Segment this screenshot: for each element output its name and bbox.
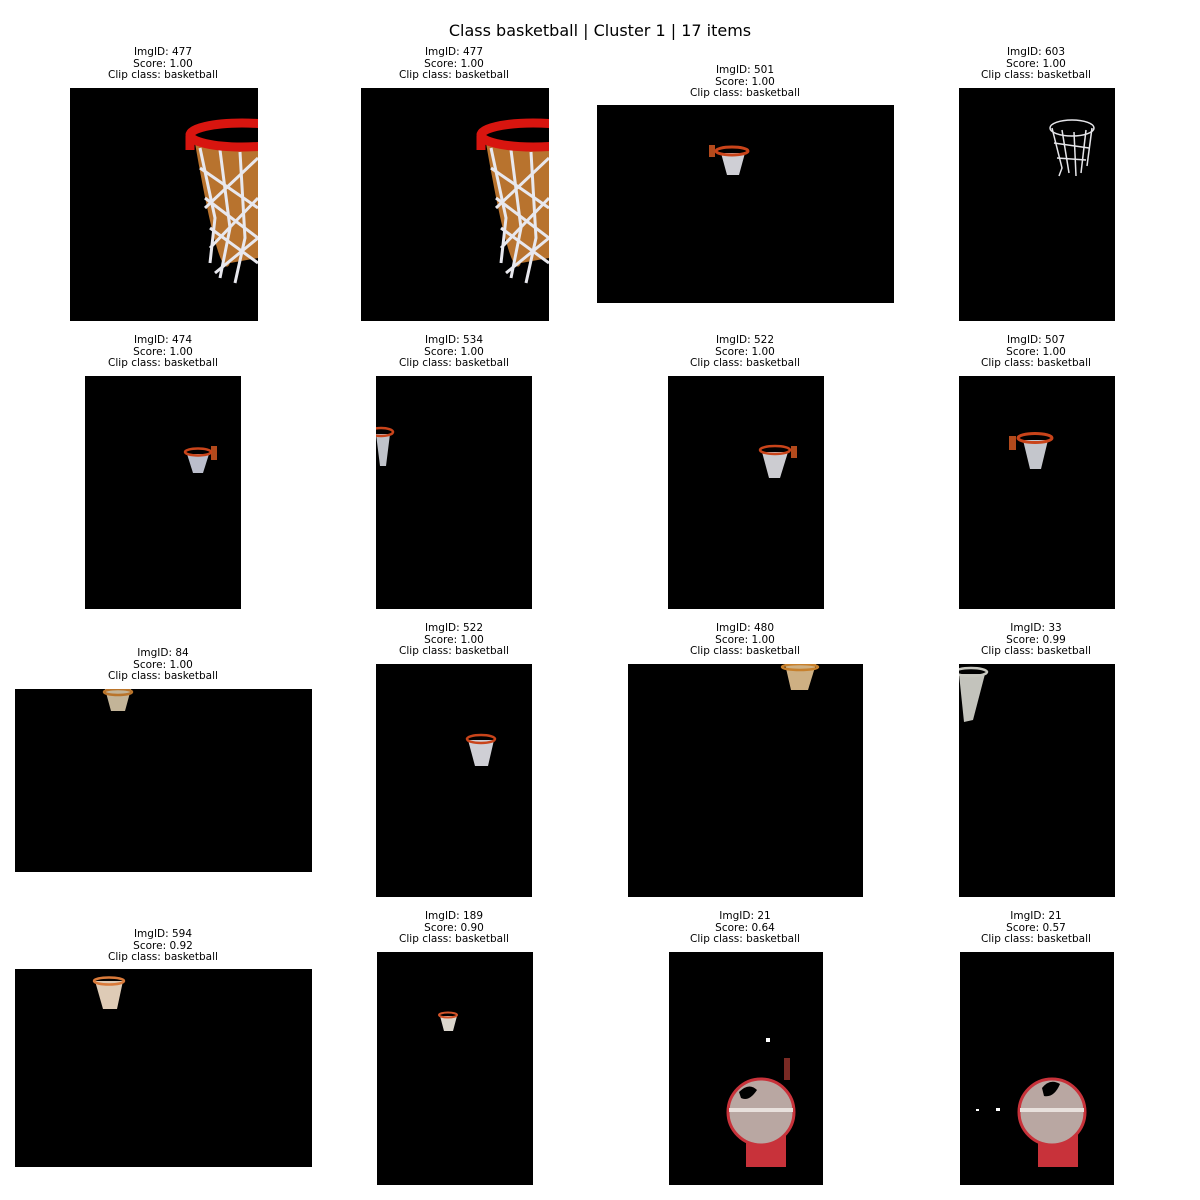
score-label: Score: 1.00: [1006, 345, 1066, 358]
img-id-label: ImgID: 477: [424, 46, 484, 58]
thumbnail-image[interactable]: [376, 376, 532, 609]
score-label: Score: 1.00: [715, 75, 775, 88]
cell-caption: ImgID: 33 Score: 0.99 Clip class: basket…: [886, 622, 1186, 658]
hoop-icon: [758, 444, 797, 478]
hoop-icon: [959, 666, 989, 722]
clip-class-label: Clip class: basketball: [981, 933, 1091, 945]
thumbnail-image[interactable]: [597, 105, 894, 303]
img-id-label: ImgID: 21: [1010, 910, 1062, 922]
cell-caption: ImgID: 189 Score: 0.90 Clip class: baske…: [304, 910, 604, 946]
cell-caption: ImgID: 480 Score: 1.00 Clip class: baske…: [595, 622, 895, 658]
score-label: Score: 0.99: [1006, 633, 1066, 646]
img-id-label: ImgID: 594: [133, 928, 193, 940]
thumbnail-image[interactable]: [668, 376, 824, 609]
score-label: Score: 1.00: [424, 633, 484, 646]
clip-class-label: Clip class: basketball: [981, 69, 1091, 81]
thumbnail-image[interactable]: [85, 376, 241, 609]
thumbnail-image[interactable]: [15, 969, 312, 1167]
thumbnail-image[interactable]: [960, 952, 1114, 1185]
thumbnail-image[interactable]: [628, 664, 863, 897]
clip-class-label: Clip class: basketball: [108, 670, 218, 682]
clip-class-label: Clip class: basketball: [399, 69, 509, 81]
score-label: Score: 1.00: [133, 658, 193, 671]
clip-class-label: Clip class: basketball: [399, 357, 509, 369]
hoop-icon: [376, 426, 395, 466]
hoop-icon: [183, 446, 217, 473]
cell-caption: ImgID: 603 Score: 1.00 Clip class: baske…: [886, 46, 1186, 82]
img-id-label: ImgID: 522: [424, 622, 484, 634]
hoop-icon: [780, 664, 820, 690]
clip-class-label: Clip class: basketball: [690, 357, 800, 369]
cell-caption: ImgID: 477 Score: 1.00 Clip class: baske…: [13, 46, 313, 82]
img-id-label: ImgID: 480: [715, 622, 775, 634]
img-id-label: ImgID: 522: [715, 334, 775, 346]
score-label: Score: 1.00: [715, 345, 775, 358]
score-label: Score: 0.57: [1006, 921, 1066, 934]
score-label: Score: 0.64: [715, 921, 775, 934]
img-id-label: ImgID: 474: [133, 334, 193, 346]
img-id-label: ImgID: 21: [719, 910, 771, 922]
cell-caption: ImgID: 21 Score: 0.64 Clip class: basket…: [595, 910, 895, 946]
cell-caption: ImgID: 522 Score: 1.00 Clip class: baske…: [595, 334, 895, 370]
img-id-label: ImgID: 603: [1006, 46, 1066, 58]
clip-class-label: Clip class: basketball: [399, 645, 509, 657]
thumbnail-image[interactable]: [669, 952, 823, 1185]
clip-class-label: Clip class: basketball: [981, 357, 1091, 369]
cell-caption: ImgID: 507 Score: 1.00 Clip class: baske…: [886, 334, 1186, 370]
img-id-label: ImgID: 501: [715, 64, 775, 76]
score-label: Score: 0.90: [424, 921, 484, 934]
score-label: Score: 1.00: [133, 57, 193, 70]
clip-class-label: Clip class: basketball: [690, 87, 800, 99]
clip-class-label: Clip class: basketball: [399, 933, 509, 945]
img-id-label: ImgID: 84: [137, 647, 189, 659]
cell-caption: ImgID: 477 Score: 1.00 Clip class: baske…: [304, 46, 604, 82]
clip-class-label: Clip class: basketball: [981, 645, 1091, 657]
score-label: Score: 0.92: [133, 939, 193, 952]
img-id-label: ImgID: 507: [1006, 334, 1066, 346]
cell-caption: ImgID: 474 Score: 1.00 Clip class: baske…: [13, 334, 313, 370]
hoop-icon: [102, 689, 134, 711]
hoop-icon: [92, 976, 126, 1009]
thumbnail-image[interactable]: [376, 664, 532, 897]
clip-class-label: Clip class: basketball: [690, 645, 800, 657]
thumbnail-image[interactable]: [959, 88, 1115, 321]
hoop-closeup-icon: [476, 118, 549, 284]
thumbnail-image[interactable]: [959, 664, 1115, 897]
clip-class-label: Clip class: basketball: [108, 357, 218, 369]
cell-caption: ImgID: 534 Score: 1.00 Clip class: baske…: [304, 334, 604, 370]
cell-caption: ImgID: 84 Score: 1.00 Clip class: basket…: [13, 647, 313, 683]
img-id-label: ImgID: 534: [424, 334, 484, 346]
clip-class-label: Clip class: basketball: [108, 69, 218, 81]
cell-caption: ImgID: 594 Score: 0.92 Clip class: baske…: [13, 928, 313, 964]
clip-class-label: Clip class: basketball: [108, 951, 218, 963]
score-label: Score: 1.00: [1006, 57, 1066, 70]
img-id-label: ImgID: 477: [133, 46, 193, 58]
thumbnail-image[interactable]: [70, 88, 258, 321]
cell-caption: ImgID: 21 Score: 0.57 Clip class: basket…: [886, 910, 1186, 946]
score-label: Score: 1.00: [715, 633, 775, 646]
clip-class-label: Clip class: basketball: [690, 933, 800, 945]
thumbnail-image[interactable]: [959, 376, 1115, 609]
net-icon: [1049, 119, 1095, 177]
thumbnail-image[interactable]: [15, 689, 312, 872]
hoop-icon: [465, 733, 497, 766]
cell-caption: ImgID: 501 Score: 1.00 Clip class: baske…: [595, 64, 895, 100]
score-label: Score: 1.00: [133, 345, 193, 358]
thumbnail-image[interactable]: [361, 88, 549, 321]
backboard-icon: [976, 1077, 1087, 1167]
hoop-icon: [438, 1011, 458, 1031]
score-label: Score: 1.00: [424, 345, 484, 358]
score-label: Score: 1.00: [424, 57, 484, 70]
figure-title: Class basketball | Cluster 1 | 17 items: [448, 21, 752, 40]
img-id-label: ImgID: 33: [1010, 622, 1062, 634]
hoop-icon: [1009, 432, 1054, 469]
cell-caption: ImgID: 522 Score: 1.00 Clip class: baske…: [304, 622, 604, 658]
hoop-closeup-icon: [185, 118, 258, 284]
backboard-icon: [726, 1038, 796, 1167]
hoop-icon: [709, 145, 750, 175]
img-id-label: ImgID: 189: [424, 910, 484, 922]
thumbnail-image[interactable]: [377, 952, 533, 1185]
